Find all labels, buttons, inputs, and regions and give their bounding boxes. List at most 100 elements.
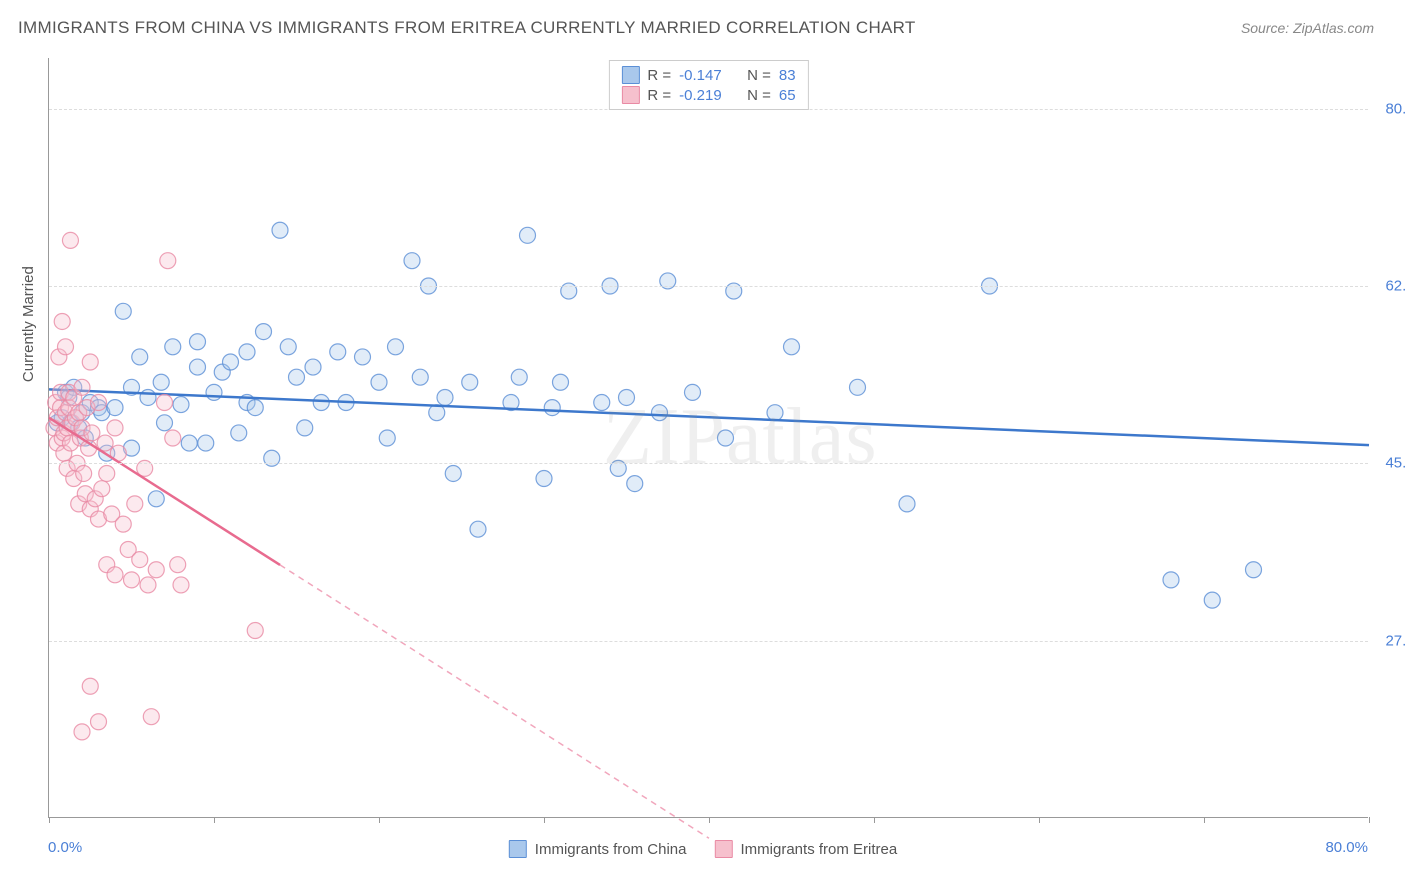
x-tick: [544, 817, 545, 823]
data-point: [58, 339, 74, 355]
data-point: [462, 374, 478, 390]
series-legend: Immigrants from China Immigrants from Er…: [509, 840, 897, 858]
data-point: [190, 359, 206, 375]
data-point: [124, 572, 140, 588]
r-label: R =: [647, 67, 671, 84]
data-point: [256, 324, 272, 340]
data-point: [313, 395, 329, 411]
data-point: [536, 471, 552, 487]
data-point: [619, 389, 635, 405]
y-tick-label: 80.0%: [1374, 100, 1406, 117]
data-point: [107, 420, 123, 436]
data-point: [289, 369, 305, 385]
data-point: [74, 724, 90, 740]
data-point: [718, 430, 734, 446]
data-point: [899, 496, 915, 512]
data-point: [127, 496, 143, 512]
data-point: [148, 562, 164, 578]
data-point: [54, 313, 70, 329]
data-point: [445, 465, 461, 481]
legend-swatch-eritrea: [621, 86, 639, 104]
n-label: N =: [747, 87, 771, 104]
data-point: [767, 405, 783, 421]
data-point: [143, 709, 159, 725]
legend-label: Immigrants from Eritrea: [741, 841, 898, 858]
data-point: [153, 374, 169, 390]
x-tick: [1039, 817, 1040, 823]
data-point: [231, 425, 247, 441]
data-point: [181, 435, 197, 451]
data-point: [594, 395, 610, 411]
x-tick: [1369, 817, 1370, 823]
data-point: [132, 349, 148, 365]
data-point: [91, 395, 107, 411]
x-tick: [709, 817, 710, 823]
data-point: [157, 395, 173, 411]
data-point: [160, 253, 176, 269]
data-point: [140, 389, 156, 405]
data-point: [437, 389, 453, 405]
stats-legend-row: R = -0.219 N = 65: [621, 85, 795, 105]
data-point: [91, 714, 107, 730]
data-point: [247, 400, 263, 416]
data-point: [115, 303, 131, 319]
data-point: [190, 334, 206, 350]
r-value-china: -0.147: [679, 67, 739, 84]
y-tick-label: 62.5%: [1374, 278, 1406, 295]
data-point: [82, 678, 98, 694]
y-tick-label: 45.0%: [1374, 455, 1406, 472]
y-tick-label: 27.5%: [1374, 632, 1406, 649]
data-point: [1163, 572, 1179, 588]
chart-title: IMMIGRANTS FROM CHINA VS IMMIGRANTS FROM…: [18, 18, 916, 38]
data-point: [371, 374, 387, 390]
x-tick: [49, 817, 50, 823]
data-point: [247, 623, 263, 639]
x-tick: [874, 817, 875, 823]
gridline: [49, 286, 1368, 287]
n-label: N =: [747, 67, 771, 84]
data-point: [511, 369, 527, 385]
data-point: [173, 577, 189, 593]
data-point: [784, 339, 800, 355]
data-point: [157, 415, 173, 431]
x-axis-min-label: 0.0%: [48, 839, 82, 856]
data-point: [223, 354, 239, 370]
data-point: [272, 222, 288, 238]
data-point: [84, 425, 100, 441]
data-point: [470, 521, 486, 537]
data-point: [239, 344, 255, 360]
data-point: [305, 359, 321, 375]
data-point: [107, 400, 123, 416]
legend-label: Immigrants from China: [535, 841, 687, 858]
x-tick: [379, 817, 380, 823]
data-point: [412, 369, 428, 385]
x-axis-max-label: 80.0%: [1325, 839, 1368, 856]
data-point: [198, 435, 214, 451]
data-point: [173, 397, 189, 413]
n-value-eritrea: 65: [779, 87, 796, 104]
data-point: [140, 577, 156, 593]
data-point: [94, 481, 110, 497]
gridline: [49, 463, 1368, 464]
data-point: [148, 491, 164, 507]
plot-svg: [49, 58, 1369, 818]
data-point: [82, 354, 98, 370]
r-value-eritrea: -0.219: [679, 87, 739, 104]
data-point: [404, 253, 420, 269]
legend-swatch-eritrea: [715, 840, 733, 858]
n-value-china: 83: [779, 67, 796, 84]
data-point: [627, 476, 643, 492]
source-attribution: Source: ZipAtlas.com: [1241, 20, 1374, 36]
data-point: [74, 379, 90, 395]
data-point: [115, 516, 131, 532]
legend-item-eritrea: Immigrants from Eritrea: [715, 840, 898, 858]
legend-swatch-china: [621, 66, 639, 84]
legend-item-china: Immigrants from China: [509, 840, 687, 858]
stats-legend-row: R = -0.147 N = 83: [621, 65, 795, 85]
r-label: R =: [647, 87, 671, 104]
data-point: [165, 339, 181, 355]
data-point: [553, 374, 569, 390]
y-axis-label: Currently Married: [20, 266, 37, 382]
stats-legend: R = -0.147 N = 83 R = -0.219 N = 65: [608, 60, 808, 110]
trendline-extrapolated: [280, 565, 709, 838]
